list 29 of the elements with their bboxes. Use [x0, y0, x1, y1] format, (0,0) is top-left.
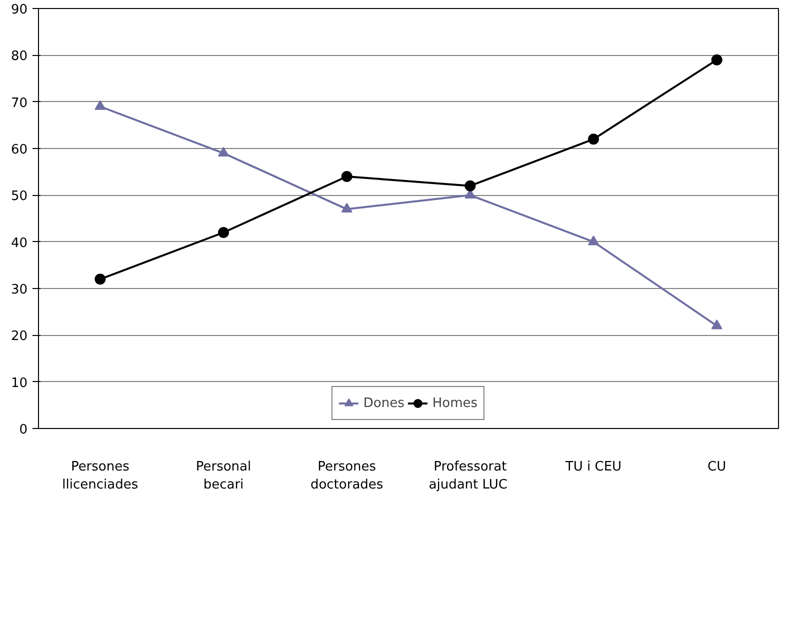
y-tick-label: 20 [10, 329, 28, 344]
point [464, 180, 476, 192]
x-tick-label: Professorat ajudant LUC [428, 460, 508, 492]
point [341, 202, 352, 213]
point [341, 171, 352, 182]
point [711, 54, 722, 66]
x-tick-label: TU i CEU [564, 460, 622, 474]
y-tick-label: 70 [10, 96, 28, 111]
legend-label: Dones [363, 396, 404, 410]
y-tick-label: 10 [10, 376, 28, 391]
point [94, 100, 106, 110]
y-tick-label: 60 [10, 142, 28, 158]
x-tick-label: CU [708, 460, 726, 474]
legend-label: Homes [432, 396, 478, 410]
y-tick-label: 80 [10, 49, 28, 64]
y-tick-label: 90 [10, 2, 28, 18]
point [218, 227, 229, 238]
y-tick-label: 30 [10, 282, 28, 298]
point [711, 320, 722, 330]
y-tick-label: 40 [10, 236, 28, 251]
x-tick-label: Persones doctorades [310, 460, 384, 492]
x-tick-label: Personal becari [196, 460, 252, 492]
point [94, 274, 106, 285]
y-tick-label: 0 [19, 422, 28, 438]
x-tick-label: Persones llicenciades [62, 460, 138, 492]
point [588, 134, 599, 145]
point [218, 146, 229, 157]
y-tick-label: 50 [10, 189, 28, 204]
point [588, 236, 599, 246]
